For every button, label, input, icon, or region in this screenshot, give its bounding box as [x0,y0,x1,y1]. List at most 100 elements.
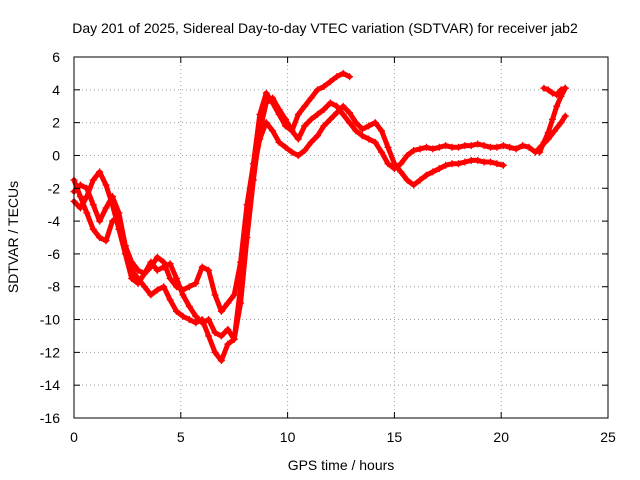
data-point [435,143,443,151]
data-point [192,312,200,320]
data-point [153,253,161,261]
y-tick-label: -2 [48,180,61,196]
data-point [275,138,283,146]
data-point [346,109,354,117]
data-point [448,160,456,168]
y-tick-label: -8 [48,279,61,295]
data-point [314,110,322,118]
x-tick-label: 0 [70,429,78,445]
data-point [480,158,488,166]
data-point [480,142,488,150]
data-point [185,316,193,324]
data-point [134,275,142,283]
data-point [454,160,462,168]
data-point [301,147,309,155]
data-point [102,181,110,189]
data-point [288,148,296,156]
data-point [153,266,161,274]
data-point [134,266,142,274]
data-point [397,160,405,168]
data-point [76,181,84,189]
data-point [288,127,296,135]
data-point [89,176,97,184]
data-point [243,201,251,209]
x-tick-label: 10 [280,429,296,445]
data-point [467,142,475,150]
x-tick-label: 20 [493,429,509,445]
data-point [307,138,315,146]
data-point [224,299,232,307]
data-point [339,110,347,118]
data-point [416,176,424,184]
data-point [561,84,569,92]
data-point [461,158,469,166]
data-point [147,291,155,299]
data-point [192,319,200,327]
data-point [352,127,360,135]
data-series [70,69,569,365]
data-point [333,109,341,117]
data-point [358,132,366,140]
data-point [173,275,181,283]
data-point [397,168,405,176]
data-point [192,279,200,287]
data-point [89,201,97,209]
y-tick-label: -14 [40,377,60,393]
data-point [442,161,450,169]
data-point [506,143,514,151]
data-point [128,266,136,274]
data-point [358,125,366,133]
data-point [185,283,193,291]
y-tick-label: 0 [52,147,60,163]
data-point [320,83,328,91]
data-point [548,115,556,123]
data-point [314,86,322,94]
data-point [76,192,84,200]
plot-frame [73,56,609,419]
data-point [140,283,148,291]
data-point [544,86,552,94]
data-point [102,204,110,212]
y-tick-label: -4 [48,213,61,229]
x-axis-title: GPS time / hours [288,457,395,473]
data-point [179,286,187,294]
data-point [166,260,174,268]
data-point [96,217,104,225]
data-point [384,160,392,168]
data-point [487,158,495,166]
data-point [205,316,213,324]
data-point [378,148,386,156]
x-tick-label: 25 [600,429,616,445]
data-point [205,266,213,274]
data-point [224,325,232,333]
data-point [384,143,392,151]
data-point [160,283,168,291]
data-point [179,312,187,320]
data-point [544,128,552,136]
data-point [346,73,354,81]
data-point [115,209,123,217]
data-point [217,332,225,340]
data-point [512,145,520,153]
data-point [320,106,328,114]
data-point [403,176,411,184]
data-point [461,142,469,150]
data-point [435,165,443,173]
data-point [548,89,556,97]
data-point [390,160,398,168]
data-point [140,270,148,278]
data-point [301,122,309,130]
data-point [205,332,213,340]
series-line-track-c [71,70,352,314]
data-point [211,348,219,356]
data-point [557,92,565,100]
data-point [294,151,302,159]
data-point [474,156,482,164]
data-point [326,115,334,123]
data-point [536,148,544,156]
data-point [467,156,475,164]
y-tick-label: -16 [40,410,60,426]
data-point [96,234,104,241]
y-tick-label: 2 [52,115,60,131]
